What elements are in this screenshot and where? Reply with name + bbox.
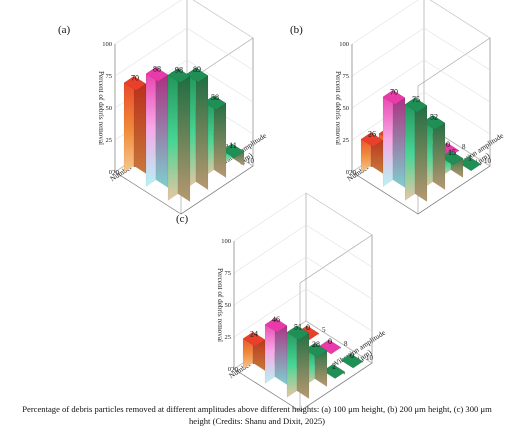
z-gridline <box>233 256 373 306</box>
bar-value-label: 0 <box>328 337 332 346</box>
z-tick-label: 75 <box>343 73 350 80</box>
z-tick-label: 25 <box>343 137 350 144</box>
bar-value-label: 70 <box>131 73 139 82</box>
z-gridline <box>233 288 373 338</box>
cycle-tick-label: 20 <box>112 169 120 177</box>
bar-value-label: 58 <box>211 93 219 102</box>
y-axis-title: Vibration amplitude(μm) <box>332 328 392 376</box>
z-axis-title: Percent of debris removal <box>97 71 105 145</box>
bar-cycle-20-amp-8: 70 <box>382 87 406 188</box>
bar-value-label: 98 <box>175 66 183 75</box>
z-tick-label: 0 <box>346 169 349 176</box>
z-tick-label: 50 <box>343 105 350 112</box>
z-tick-label: 0 <box>109 169 112 176</box>
z-tick-label: 25 <box>225 334 232 341</box>
bar-value-label: 0 <box>350 351 354 360</box>
bar-cycle-20-amp-5: 26 <box>360 130 384 174</box>
bar-cycle-15-amp-10: 28 <box>304 340 328 387</box>
amplitude-tick-label: 5 <box>322 326 326 334</box>
bar-cycle-20-amp-5: 24 <box>242 329 266 371</box>
cycle-tick-label: 20 <box>349 169 357 177</box>
z-gridline <box>351 59 491 109</box>
bar-cycle-15-amp-10: 89 <box>185 65 209 190</box>
bar-value-label: 52 <box>430 112 438 121</box>
bar-value-label: 88 <box>153 64 161 73</box>
z-gridline <box>114 27 254 77</box>
bar-value-label: 0 <box>306 323 310 332</box>
z-tick-label: 50 <box>225 302 232 309</box>
bar-value-label: 24 <box>250 329 258 338</box>
bar-value-label: 0 <box>446 140 450 149</box>
bar-cycle-10-amp-10: 58 <box>203 93 227 178</box>
z-gridline <box>351 27 491 77</box>
side-wall <box>299 234 373 412</box>
amplitude-tick-label: 8 <box>344 340 348 348</box>
bar-value-label: 1 <box>468 154 472 163</box>
bar-cycle-20-amp-8: 88 <box>145 64 169 188</box>
bar-value-label: 11 <box>229 141 237 150</box>
z-tick-label: 25 <box>106 137 113 144</box>
z-gridline <box>114 0 254 45</box>
bar-value-label: 2 <box>332 361 336 370</box>
amplitude-tick-label: 8 <box>462 143 466 151</box>
bar-cycle-20-amp-10: 98 <box>167 66 191 202</box>
bar-value-label: 28 <box>312 340 320 349</box>
bar-cycle-20-amp-10: 75 <box>404 95 428 202</box>
z-gridline <box>351 0 491 45</box>
bar-cycle-5-amp-10: 0 <box>340 351 364 369</box>
bar-cycle-20-amp-5: 70 <box>123 73 147 174</box>
z-tick-label: 100 <box>102 41 112 48</box>
z-tick-label: 100 <box>221 238 231 245</box>
bar-cycle-5-amp-10: 1 <box>458 154 482 172</box>
cycle-tick-label: 20 <box>231 366 239 374</box>
bar-cycle-5-amp-8: 0 <box>318 337 342 355</box>
z-gridline <box>233 224 373 274</box>
z-tick-label: 100 <box>339 41 349 48</box>
z-axis-title: Percent of debris removal <box>334 71 342 145</box>
figure-caption: Percentage of debris particles removed a… <box>22 404 492 426</box>
z-tick-label: 50 <box>106 105 113 112</box>
panel-label: (c) <box>176 213 189 225</box>
bar-value-label: 70 <box>390 87 398 96</box>
bar-cycle-20-amp-8: 46 <box>264 315 288 385</box>
z-tick-label: 75 <box>106 73 113 80</box>
amplitude-tick-label: 10 <box>484 157 492 165</box>
bar-value-label: 51 <box>294 323 302 332</box>
z-axis-title: Percent of debris removal <box>216 268 224 342</box>
bar-value-label: 26 <box>368 130 376 139</box>
bar-value-label: 89 <box>193 65 201 74</box>
z-gridline <box>351 91 491 141</box>
bar-cycle-20-amp-10: 51 <box>286 323 310 399</box>
panel-label: (b) <box>290 24 303 36</box>
z-gridline <box>233 192 373 242</box>
bar-cycle-10-amp-10: 2 <box>322 361 346 379</box>
bar-value-label: 46 <box>272 315 280 324</box>
amplitude-tick-label: 10 <box>366 354 374 362</box>
z-tick-label: 75 <box>225 270 232 277</box>
amplitude-tick-label: 8 <box>225 143 229 151</box>
bar-value-label: 15 <box>448 148 456 157</box>
amplitude-tick-label: 10 <box>247 157 255 165</box>
z-tick-label: 0 <box>228 366 231 373</box>
bar-value-label: 75 <box>412 95 420 104</box>
panel-label: (a) <box>58 24 71 36</box>
